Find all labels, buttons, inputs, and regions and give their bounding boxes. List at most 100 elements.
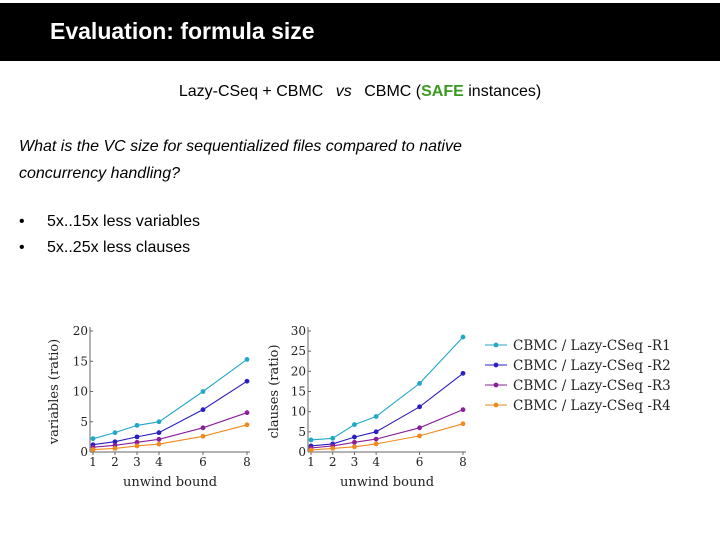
data-point (156, 430, 162, 436)
question-text: What is the VC size for sequentialized f… (19, 138, 462, 182)
data-point (112, 430, 118, 436)
y-tick-label: 15 (73, 354, 88, 368)
series-line-3 (92, 412, 248, 448)
data-point (417, 381, 422, 386)
data-point (352, 422, 357, 427)
x-axis-label: unwind bound (123, 475, 217, 490)
data-point (90, 436, 96, 442)
data-point (460, 370, 466, 376)
y-axis-label: variables (ratio) (47, 339, 62, 446)
data-point (352, 439, 357, 445)
data-point (90, 442, 96, 448)
y-tick-label: 10 (291, 405, 306, 419)
data-point (460, 421, 466, 427)
data-point (244, 357, 250, 362)
y-tick-label: 0 (80, 445, 88, 459)
data-point (90, 447, 96, 452)
legend: CBMC / Lazy-CSeq -R1 CBMC / Lazy-CSeq -R2… (485, 338, 671, 414)
data-point (90, 444, 96, 450)
data-point (373, 429, 379, 435)
x-tick-label: 1 (89, 455, 97, 469)
x-tick-label: 4 (155, 455, 163, 469)
y-tick-label: 20 (291, 364, 306, 378)
data-point (156, 436, 162, 442)
x-tick-label: 6 (416, 455, 424, 469)
series-line-4 (310, 423, 464, 451)
y-tick-label: 20 (73, 324, 88, 338)
x-tick-label: 8 (459, 455, 467, 469)
data-point (156, 441, 162, 447)
x-tick-label: 2 (329, 455, 337, 469)
chart-1: 0 5 10 15 20 1 2 3 4 6 8 unwind bound variables (rat… (47, 324, 251, 490)
data-point (200, 425, 206, 431)
bullet-list: • 5x..15x less variables • 5x..25x less cl… (19, 209, 200, 261)
data-point (112, 445, 118, 451)
data-point (308, 447, 314, 453)
slide-title: Evaluation: formula size (50, 18, 315, 44)
y-tick-label: 0 (298, 445, 306, 459)
data-point (244, 378, 250, 384)
chart-2: 0 5 10 15 20 25 30 1 2 3 4 6 8 unwind bound clauses (r… (267, 324, 467, 490)
y-tick-label: 10 (73, 385, 88, 399)
data-point (134, 422, 140, 428)
data-point (417, 433, 422, 439)
subtitle-safe: SAFE (421, 83, 464, 100)
x-tick-label: 4 (372, 455, 380, 469)
x-axis-label: unwind bound (340, 475, 434, 490)
x-tick-label: 8 (243, 455, 251, 469)
data-point (200, 407, 206, 413)
series-line-1 (92, 358, 248, 440)
bullet-dot-icon: • (19, 213, 25, 230)
data-point (308, 437, 314, 443)
legend-label: CBMC / Lazy-CSeq -R3 (513, 378, 671, 394)
data-point (373, 436, 379, 442)
y-tick-label: 15 (291, 385, 306, 399)
legend-label: CBMC / Lazy-CSeq -R4 (513, 398, 671, 414)
data-point (373, 441, 379, 447)
data-point (417, 404, 422, 410)
series-line-1 (310, 336, 464, 441)
bullet-text: 5x..25x less clauses (47, 239, 191, 256)
y-tick-label: 5 (298, 425, 306, 439)
data-point (308, 443, 314, 449)
data-point (244, 422, 250, 428)
data-point (330, 441, 336, 447)
y-tick-label: 5 (80, 415, 88, 429)
series-line-3 (310, 409, 464, 449)
data-point (330, 443, 336, 449)
data-point (134, 443, 140, 449)
title-bar (0, 3, 720, 61)
legend-label: CBMC / Lazy-CSeq -R2 (513, 358, 671, 374)
y-axis-label: clauses (ratio) (267, 344, 282, 438)
data-point (244, 410, 250, 416)
y-tick-label: 30 (291, 324, 306, 338)
data-point (134, 434, 140, 440)
legend-marker (493, 342, 499, 348)
x-tick-label: 3 (351, 455, 359, 469)
data-point (330, 445, 336, 451)
bullet-dot-icon: • (19, 239, 25, 256)
x-tick-label: 3 (133, 455, 141, 469)
data-point (134, 439, 140, 445)
data-point (200, 389, 206, 394)
subtitle-left: Lazy-CSeq + CBMC (178, 83, 324, 100)
slide-subtitle: Lazy-CSeq + CBMC vs CBMC (SAFE instances… (0, 83, 720, 101)
data-point (352, 434, 357, 440)
data-point (460, 407, 466, 413)
x-tick-label: 2 (111, 455, 119, 469)
data-point (373, 414, 379, 419)
subtitle-right-suffix: instances) (463, 83, 542, 100)
legend-marker (493, 362, 499, 368)
bullet-text: 5x..15x less variables (47, 213, 200, 230)
series-line-4 (92, 424, 248, 451)
data-point (200, 433, 206, 439)
series-line-2 (310, 372, 464, 447)
subtitle-vs: vs (335, 83, 352, 100)
legend-label: CBMC / Lazy-CSeq -R1 (513, 338, 671, 354)
data-point (156, 419, 162, 425)
data-point (112, 442, 118, 448)
bullet-item: • 5x..25x less clauses (19, 235, 200, 261)
data-point (460, 334, 466, 340)
legend-marker (493, 382, 499, 388)
